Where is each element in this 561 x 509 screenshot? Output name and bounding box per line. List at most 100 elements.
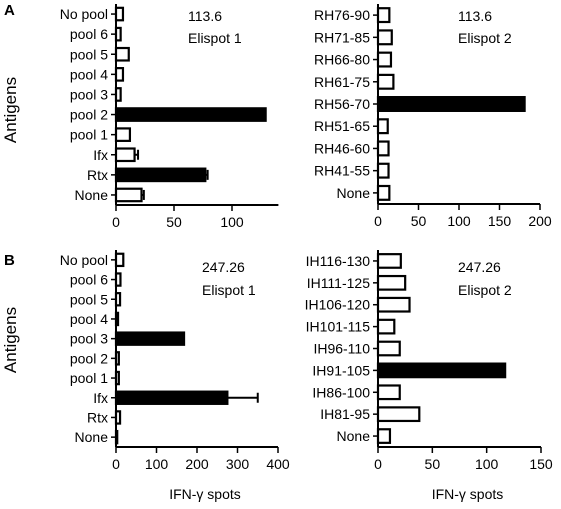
x-tick-label: 50 [166,214,182,230]
y-tick-label: pool 6 [70,272,108,288]
bar [114,127,132,142]
x-tick-label: 100 [220,214,244,230]
annotation-assay: Elispot 2 [458,282,512,298]
bar [376,29,393,46]
bar [376,384,401,401]
x-tick-label: 200 [185,456,209,472]
bar [376,428,392,444]
y-tick-label: RH46-60 [314,140,370,156]
y-tick-label: IH86-100 [312,384,370,400]
y-tick-label: Ifx [93,390,108,406]
annotation-assay: Elispot 1 [188,30,242,46]
x-tick-label: 200 [528,213,552,229]
y-tick-label: IH81-95 [320,406,370,422]
y-tick-label: Ifx [93,147,108,163]
bar [376,274,407,291]
bar [376,184,391,201]
bar [114,87,122,102]
annotation-assay: Elispot 1 [202,282,256,298]
y-tick-label: RH41-55 [314,163,370,179]
y-tick-label: pool 5 [70,46,108,62]
annotation-sample: 113.6 [188,8,222,24]
bar [114,272,122,287]
annotation-sample: 113.6 [458,8,492,24]
bar [114,46,130,62]
x-tick-label: 0 [374,456,382,472]
x-tick-label: 0 [112,214,120,230]
y-tick-label: RH56-70 [314,96,370,112]
y-tick-label: pool 1 [70,127,108,143]
bar [376,162,390,179]
chart-panel-1: No pool pool 6 pool 5 pool 4 pool 3 pool 2 poo… [60,4,279,230]
y-tick-label: None [337,185,371,201]
x-tick-label: 100 [475,456,499,472]
y-tick-label: RH76-90 [314,7,370,23]
bar [376,118,389,135]
y-tick-label: No pool [60,252,108,268]
x-tick-label: 0 [112,456,120,472]
y-tick-label: pool 6 [70,26,108,42]
annotation-sample: 247.26 [458,259,501,275]
bar [376,140,390,157]
x-tick-label: 0 [374,213,382,229]
y-tick-label: pool 2 [70,350,108,366]
bar [114,147,136,163]
bar [114,351,120,366]
y-tick-label: pool 3 [70,86,108,102]
bar [376,406,421,423]
bar [114,167,207,183]
y-tick-label: IH101-115 [306,319,371,335]
bar [114,410,122,425]
y-axis-title-a: Antigens [1,77,20,143]
x-tick-label: 150 [488,213,512,229]
y-axis-title-b: Antigens [1,307,20,373]
y-tick-label: Rtx [87,167,108,183]
annotation-sample: 247.26 [202,259,245,275]
y-tick-label: IH116-130 [306,253,371,269]
annotation-assay: Elispot 2 [458,30,512,46]
x-tick-label: 150 [529,456,553,472]
y-tick-label: IH111-125 [307,275,371,291]
bar [114,429,119,445]
y-tick-label: IH96-110 [313,341,370,357]
y-tick-label: No pool [60,6,108,22]
y-tick-label: IH91-105 [312,362,370,378]
bar [114,6,125,22]
y-tick-label: pool 5 [70,291,108,307]
bar [114,107,267,122]
y-tick-label: pool 4 [70,311,108,327]
chart-panel-2: RH76-90 RH71-85 RH66-80 RH61-75 RH56-70 RH51-… [314,4,552,229]
chart-panel-4: IH116-130 IH111-125 IH106-120 IH101-115 IH96… [305,250,553,502]
y-tick-label: RH71-85 [314,29,370,45]
bar [114,331,186,346]
bar [114,67,125,82]
bar [114,370,120,386]
bar [376,96,526,112]
y-tick-label: RH51-65 [314,118,370,134]
bar [376,253,402,269]
x-tick-label: 50 [425,456,441,472]
bar [376,340,401,357]
chart-panel-3: No pool pool 6 pool 5 pool 4 pool 3 pool 2 poo… [60,250,290,502]
x-axis-label: IFN-γ spots [432,486,504,502]
bar [114,26,122,42]
bar [376,362,507,379]
y-tick-label: pool 1 [70,370,108,386]
y-tick-label: None [75,429,109,445]
y-tick-label: RH61-75 [314,74,370,90]
x-tick-label: 50 [411,213,427,229]
panel-letter-b: B [4,252,15,269]
bar [114,292,122,307]
bar [376,7,391,24]
x-tick-label: 300 [226,456,250,472]
x-axis-label: IFN-γ spots [169,486,241,502]
bar [114,390,229,405]
panel-letter-a: A [4,2,15,19]
y-tick-label: pool 3 [70,331,108,347]
y-tick-label: None [75,187,109,203]
bar [114,187,143,203]
x-tick-label: 400 [266,456,290,472]
y-tick-label: pool 4 [70,66,108,82]
bar [376,73,395,90]
